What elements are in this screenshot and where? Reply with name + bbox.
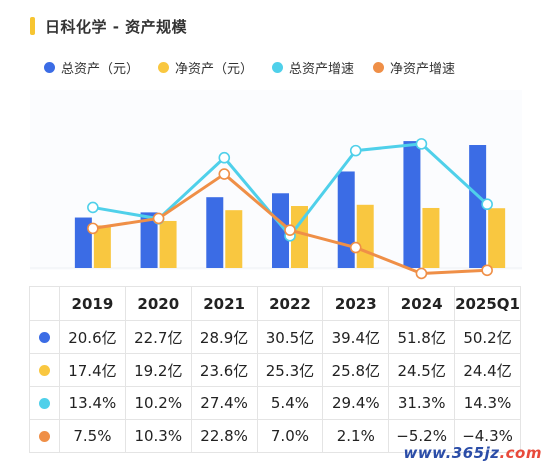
table-cell: 17.4亿	[59, 353, 126, 387]
table-cell: 31.3%	[388, 386, 456, 420]
table-row-marker-net-assets	[39, 365, 50, 376]
table-row-total-assets: 20.6亿 22.7亿 28.9亿 30.5亿 39.4亿 51.8亿 50.2亿	[29, 320, 521, 354]
title-accent-bar	[30, 17, 35, 35]
table-cell: −4.3%	[454, 419, 521, 453]
table-cell: 23.6亿	[190, 353, 258, 387]
table-cell: 10.3%	[124, 419, 192, 453]
table-cell: 25.3亿	[256, 353, 324, 387]
table-cell: 25.8亿	[322, 353, 390, 387]
point-net-growth-2024	[415, 267, 428, 280]
bar-total-assets-2022	[272, 193, 289, 268]
legend-marker-total-growth	[272, 62, 284, 73]
bar-total-assets-2023	[337, 171, 355, 268]
legend-marker-net-growth	[373, 62, 385, 73]
point-total-growth-2023	[349, 144, 362, 157]
legend-label-total-growth: 总资产增速	[289, 62, 355, 77]
table-marker-cell	[29, 386, 60, 420]
legend-label-net-growth: 净资产增速	[390, 62, 456, 77]
bar-total-assets-2020	[140, 212, 158, 268]
table-cell: 30.5亿	[256, 320, 324, 354]
table-row-net-growth: 7.5% 10.3% 22.8% 7.0% 2.1% −5.2% −4.3%	[29, 419, 521, 453]
point-total-growth-2019	[87, 201, 99, 214]
bar-net-assets-2020	[159, 220, 177, 268]
table-marker-cell	[29, 320, 60, 354]
table-row-net-assets: 17.4亿 19.2亿 23.6亿 25.3亿 25.8亿 24.5亿 24.4亿	[29, 353, 521, 387]
table-cell: 14.3%	[454, 386, 521, 420]
watermark: www.365jz.com	[403, 444, 542, 462]
point-net-growth-2021	[218, 168, 231, 180]
watermark-name: 365jz	[451, 444, 500, 462]
table-cell: 39.4亿	[322, 320, 390, 354]
table-cell: 10.2%	[124, 386, 192, 420]
table-cell: 22.8%	[190, 419, 258, 453]
bar-net-assets-2025Q1	[488, 208, 506, 268]
table-cell: 2.1%	[322, 419, 390, 453]
bar-net-assets-2019	[93, 225, 111, 268]
table-header-2023: 2023	[322, 286, 390, 321]
bar-net-assets-2023	[356, 204, 374, 268]
data-table: 2019 2020 2021 2022 2023 2024 2025Q1 20.6亿 22.7亿…	[29, 286, 521, 453]
table-cell: 22.7亿	[124, 320, 192, 354]
table-cell: 7.0%	[256, 419, 324, 453]
table-row-total-growth: 13.4% 10.2% 27.4% 5.4% 29.4% 31.3% 14.3%	[29, 386, 521, 420]
table-row-marker-total-assets	[39, 332, 50, 343]
table-row-marker-net-growth	[39, 431, 50, 442]
point-net-growth-2019	[87, 222, 99, 235]
point-net-growth-2022	[284, 224, 296, 236]
table-cell: 5.4%	[256, 386, 324, 420]
bar-total-assets-2025Q1	[469, 145, 487, 268]
point-net-growth-2023	[349, 241, 362, 254]
table-header-2025Q1: 2025Q1	[454, 286, 521, 321]
watermark-prefix: www.	[403, 444, 452, 462]
table-cell: 7.5%	[59, 419, 126, 453]
legend-item-net-growth: 净资产增速	[373, 58, 455, 77]
table-cell: 27.4%	[190, 386, 258, 420]
point-total-growth-2024	[415, 138, 428, 150]
legend-marker-net-assets	[158, 62, 170, 73]
table-cell: 24.4亿	[454, 353, 521, 387]
bar-net-assets-2021	[225, 210, 243, 268]
table-cell: 24.5亿	[388, 353, 456, 387]
table-header-2022: 2022	[256, 286, 324, 321]
legend-item-total-assets: 总资产（元）	[44, 58, 139, 77]
table-cell: 51.8亿	[388, 320, 456, 354]
legend-label-net-assets: 净资产（元）	[175, 62, 254, 77]
table-cell: 13.4%	[59, 386, 126, 420]
chart-legend: 总资产（元） 净资产（元） 总资产增速 净资产增速	[44, 58, 474, 77]
point-total-growth-2021	[218, 151, 231, 164]
table-cell: −5.2%	[388, 419, 456, 453]
bar-net-assets-2022	[291, 206, 308, 268]
table-cell: 50.2亿	[454, 320, 521, 354]
table-header-2021: 2021	[190, 286, 258, 321]
table-cell: 28.9亿	[190, 320, 258, 354]
watermark-suffix: .com	[499, 444, 542, 462]
table-cell: 19.2亿	[124, 353, 192, 387]
table-header-2024: 2024	[388, 286, 456, 321]
point-net-growth-2025Q1	[481, 264, 493, 277]
table-header-2020: 2020	[124, 286, 192, 321]
table-header-row: 2019 2020 2021 2022 2023 2024 2025Q1	[29, 286, 521, 321]
table-row-marker-total-growth	[39, 398, 50, 409]
chart-plot-area	[30, 90, 522, 280]
legend-label-total-assets: 总资产（元）	[61, 62, 140, 77]
bar-net-assets-2024	[422, 207, 440, 268]
point-total-growth-2025Q1	[481, 198, 493, 211]
point-net-growth-2020	[152, 212, 165, 225]
chart-title-row: 日科化学 - 资产规模	[30, 14, 187, 38]
table-marker-cell	[29, 353, 60, 387]
table-cell: 29.4%	[322, 386, 390, 420]
bar-total-assets-2024	[403, 141, 421, 268]
table-header-2019: 2019	[59, 286, 126, 321]
bar-total-assets-2021	[206, 197, 224, 268]
table-cell: 20.6亿	[59, 320, 126, 354]
legend-marker-total-assets	[44, 62, 55, 73]
legend-item-net-assets: 净资产（元）	[158, 58, 253, 77]
table-marker-cell	[29, 419, 60, 453]
legend-item-total-growth: 总资产增速	[272, 58, 354, 77]
table-corner-cell	[29, 286, 60, 321]
chart-title: 日科化学 - 资产规模	[45, 17, 188, 36]
